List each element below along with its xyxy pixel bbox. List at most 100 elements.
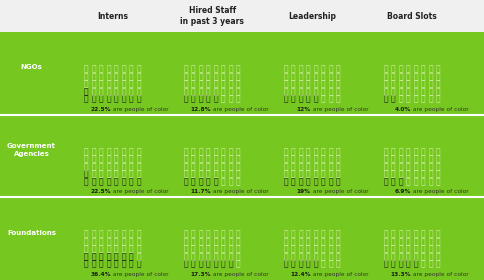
Text: ⛹: ⛹: [114, 252, 118, 261]
Text: ⛹: ⛹: [191, 245, 196, 254]
Text: ⛹: ⛹: [91, 87, 96, 96]
Text: ⛹: ⛹: [121, 72, 125, 81]
Text: ⛹: ⛹: [420, 252, 424, 261]
Text: 36.4%: 36.4%: [91, 272, 111, 277]
Text: ⛹: ⛹: [328, 72, 333, 81]
Text: ⛹: ⛹: [221, 252, 225, 261]
FancyBboxPatch shape: [0, 32, 484, 115]
Text: ⛹: ⛹: [121, 170, 125, 179]
Text: ⛹: ⛹: [136, 80, 140, 88]
Text: ⛹: ⛹: [114, 94, 118, 103]
Text: ⛹: ⛹: [283, 230, 287, 239]
Text: ⛹: ⛹: [335, 230, 340, 239]
Text: ⛹: ⛹: [435, 252, 439, 261]
Text: ⛹: ⛹: [290, 94, 295, 103]
Text: 4.0%: 4.0%: [393, 107, 410, 112]
Text: ⛹: ⛹: [298, 162, 302, 171]
Text: ⛹: ⛹: [84, 72, 88, 81]
Text: ⛹: ⛹: [397, 155, 402, 164]
Text: ⛹: ⛹: [91, 94, 96, 103]
Text: ⛹: ⛹: [420, 230, 424, 239]
Text: ⛹: ⛹: [198, 72, 203, 81]
Text: ⛹: ⛹: [128, 260, 133, 269]
Text: ⛹: ⛹: [435, 237, 439, 246]
Text: ⛹: ⛹: [114, 64, 118, 73]
Text: ⛹: ⛹: [283, 87, 287, 96]
Text: ⛹: ⛹: [298, 245, 302, 254]
Text: ⛹: ⛹: [183, 170, 188, 179]
Text: ⛹: ⛹: [298, 87, 302, 96]
Text: ⛹: ⛹: [136, 162, 140, 171]
Text: ⛹: ⛹: [283, 80, 287, 88]
Text: ⛹: ⛹: [136, 170, 140, 179]
Text: ⛹: ⛹: [213, 245, 218, 254]
Text: ⛹: ⛹: [114, 245, 118, 254]
Text: ⛹: ⛹: [435, 80, 439, 88]
Text: ⛹: ⛹: [283, 162, 287, 171]
Text: ⛹: ⛹: [328, 94, 333, 103]
Text: ⛹: ⛹: [213, 260, 218, 269]
Text: ⛹: ⛹: [412, 245, 417, 254]
Text: are people of color: are people of color: [310, 272, 368, 277]
Text: ⛹: ⛹: [114, 177, 118, 186]
Text: ⛹: ⛹: [382, 162, 387, 171]
Text: ⛹: ⛹: [335, 87, 340, 96]
Text: ⛹: ⛹: [84, 147, 88, 156]
Text: ⛹: ⛹: [236, 230, 240, 239]
Text: ⛹: ⛹: [305, 155, 310, 164]
Text: ⛹: ⛹: [412, 260, 417, 269]
Text: NGOs: NGOs: [20, 64, 42, 70]
Text: ⛹: ⛹: [298, 260, 302, 269]
Text: ⛹: ⛹: [405, 237, 409, 246]
Text: ⛹: ⛹: [335, 260, 340, 269]
Text: ⛹: ⛹: [397, 147, 402, 156]
Text: ⛹: ⛹: [221, 170, 225, 179]
Text: are people of color: are people of color: [211, 189, 268, 194]
Text: ⛹: ⛹: [390, 80, 394, 88]
Text: ⛹: ⛹: [99, 252, 103, 261]
Text: ⛹: ⛹: [320, 72, 325, 81]
Text: ⛹: ⛹: [283, 252, 287, 261]
Text: ⛹: ⛹: [420, 177, 424, 186]
Text: ⛹: ⛹: [405, 245, 409, 254]
Text: ⛹: ⛹: [106, 170, 111, 179]
Text: ⛹: ⛹: [198, 170, 203, 179]
Text: ⛹: ⛹: [221, 147, 225, 156]
Text: ⛹: ⛹: [213, 170, 218, 179]
Text: ⛹: ⛹: [298, 64, 302, 73]
Text: ⛹: ⛹: [106, 237, 111, 246]
Text: ⛹: ⛹: [221, 260, 225, 269]
Text: ⛹: ⛹: [283, 147, 287, 156]
Text: ⛹: ⛹: [84, 64, 88, 73]
Text: ⛹: ⛹: [136, 230, 140, 239]
Text: ⛹: ⛹: [128, 170, 133, 179]
Text: ⛹: ⛹: [221, 245, 225, 254]
Text: ⛹: ⛹: [305, 64, 310, 73]
Text: ⛹: ⛹: [397, 252, 402, 261]
Text: ⛹: ⛹: [183, 162, 188, 171]
Text: ⛹: ⛹: [121, 155, 125, 164]
Text: ⛹: ⛹: [136, 260, 140, 269]
Text: 19%: 19%: [296, 189, 310, 194]
Text: ⛹: ⛹: [236, 155, 240, 164]
Text: ⛹: ⛹: [382, 147, 387, 156]
Text: ⛹: ⛹: [290, 87, 295, 96]
Text: ⛹: ⛹: [313, 80, 318, 88]
Text: ⛹: ⛹: [183, 87, 188, 96]
Text: ⛹: ⛹: [106, 64, 111, 73]
Text: ⛹: ⛹: [382, 72, 387, 81]
Text: ⛹: ⛹: [298, 80, 302, 88]
Text: ⛹: ⛹: [320, 80, 325, 88]
Text: ⛹: ⛹: [121, 230, 125, 239]
Text: ⛹: ⛹: [183, 252, 188, 261]
Text: ⛹: ⛹: [382, 252, 387, 261]
Text: ⛹: ⛹: [191, 155, 196, 164]
Text: ⛹: ⛹: [106, 72, 111, 81]
Text: ⛹: ⛹: [84, 252, 88, 261]
Text: ⛹: ⛹: [382, 237, 387, 246]
Text: ⛹: ⛹: [328, 147, 333, 156]
Text: ⛹: ⛹: [99, 170, 103, 179]
Text: ⛹: ⛹: [221, 80, 225, 88]
Text: are people of color: are people of color: [410, 272, 468, 277]
Text: ⛹: ⛹: [99, 177, 103, 186]
